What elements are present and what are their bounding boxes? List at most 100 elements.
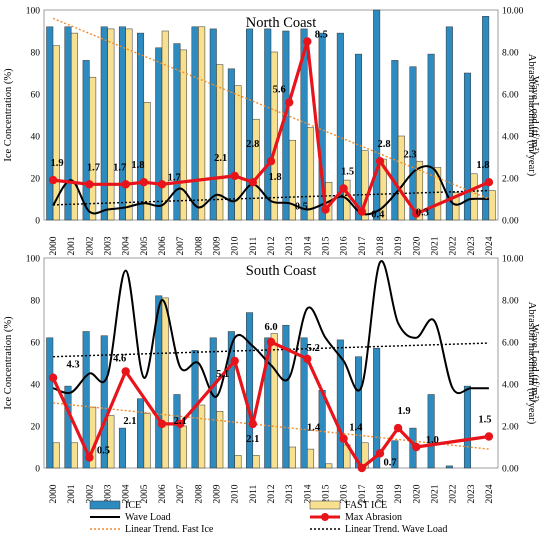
abrasion-value-label: 1.8 — [268, 172, 281, 183]
x-tick-label: 2001 — [67, 484, 77, 503]
abrasion-value-label: 1.7 — [113, 162, 126, 173]
x-tick-label: 2002 — [85, 484, 95, 503]
max-abrasion-point-2018 — [375, 449, 385, 458]
ice-bar-2022 — [445, 465, 453, 469]
abrasion-value-label: 1.0 — [426, 435, 439, 446]
left-tick-label: 80 — [31, 297, 41, 307]
fast-ice-bar-2009 — [216, 411, 224, 469]
wave-load-trend-line — [53, 342, 489, 358]
max-abrasion-point-2006 — [157, 180, 167, 189]
max-abrasion-point-2010 — [230, 356, 239, 366]
abrasion-value-label: 0.7 — [383, 457, 396, 468]
fast-ice-trend-line — [52, 17, 490, 200]
x-tick-label: 2016 — [340, 484, 350, 503]
x-tick-label: 2015 — [321, 236, 331, 255]
abrasion-value-label: 5.6 — [273, 84, 286, 95]
x-tick-label: 2010 — [231, 484, 241, 503]
ice-bar-2021 — [427, 394, 435, 469]
max-abrasion-point-2013 — [285, 98, 294, 107]
right-tick-label: 4.00 — [502, 133, 519, 143]
ice-bar-2007 — [173, 394, 181, 469]
x-tick-label: 2011 — [249, 484, 259, 503]
legend-label: Linear Trend. Fast Ice — [125, 524, 214, 535]
max-abrasion-point-2011 — [248, 419, 257, 429]
right-tick-label: 0.00 — [502, 217, 519, 227]
fast-ice-bar-2020 — [416, 160, 424, 221]
max-abrasion-point-2012 — [266, 157, 276, 166]
fast-ice-bar-2010 — [234, 455, 242, 469]
abrasion-value-label: 1.5 — [341, 167, 354, 178]
x-tick-label: 2012 — [267, 484, 277, 503]
max-abrasion-point-2002 — [85, 453, 94, 462]
legend-label: Wave Load — [125, 512, 171, 523]
ice-bar-2006 — [155, 47, 163, 221]
ice-bar-2014 — [300, 337, 308, 469]
fast-ice-bar-2004 — [125, 28, 133, 221]
fast-ice-bar-2017 — [361, 150, 369, 221]
legend-label: Max Abrasion — [345, 512, 402, 523]
max-abrasion-point-2012 — [266, 337, 276, 347]
abrasion-value-label: 0.5 — [295, 202, 308, 213]
left-tick-label: 0 — [35, 465, 40, 475]
max-abrasion-point-2002 — [85, 180, 94, 189]
ice-bar-2008 — [191, 26, 199, 221]
ice-bar-2019 — [391, 440, 399, 469]
fast-ice-bar-2007 — [179, 49, 187, 221]
y-axis-label-right-bottom: Abrasion maximum (m/year) — [526, 302, 537, 425]
max-abrasion-point-2024 — [484, 178, 494, 187]
fast-ice-bar-2003 — [107, 28, 115, 221]
abrasion-value-label: 1.7 — [87, 162, 100, 173]
x-tick-label: 2013 — [285, 484, 295, 503]
left-tick-label: 60 — [31, 339, 41, 349]
x-tick-label: 2014 — [303, 236, 313, 255]
abrasion-value-label: 2.1 — [246, 434, 259, 445]
x-tick-label: 2005 — [140, 236, 150, 255]
abrasion-value-label: 1.9 — [398, 406, 411, 417]
y-axis-label-left: Ice Concentration (%) — [3, 68, 14, 162]
ice-bar-2016 — [336, 32, 344, 221]
fast-ice-bar-2001 — [70, 32, 78, 221]
fast-ice-bar-2000 — [52, 45, 60, 221]
abrasion-value-label: 1.9 — [51, 158, 64, 169]
ice-bar-2011 — [246, 28, 254, 221]
right-tick-label: 4.00 — [502, 381, 519, 391]
fast-ice-bar-2007 — [179, 425, 187, 469]
fast-ice-bar-2015 — [325, 463, 333, 469]
fast-ice-bar-2005 — [143, 102, 151, 221]
x-tick-label: 2005 — [140, 484, 150, 503]
fast-ice-bar-2014 — [307, 448, 315, 469]
x-tick-label: 2022 — [449, 236, 459, 255]
x-tick-label: 2007 — [176, 236, 186, 255]
x-tick-label: 2000 — [49, 236, 59, 255]
max-abrasion-point-2018 — [375, 157, 385, 166]
abrasion-value-label: 4.3 — [67, 360, 80, 371]
ice-bar-2015 — [318, 32, 326, 221]
x-tick-label: 2019 — [394, 236, 404, 255]
fast-ice-bar-2013 — [288, 139, 296, 221]
x-tick-label: 2004 — [122, 484, 132, 503]
x-tick-label: 2002 — [85, 236, 95, 255]
ice-bar-2023 — [463, 72, 471, 221]
max-abrasion-point-2017 — [357, 207, 366, 216]
fast-ice-bar-2012 — [270, 333, 278, 469]
ice-bar-2009 — [209, 28, 217, 221]
x-tick-label: 2003 — [104, 236, 114, 255]
max-abrasion-point-2020 — [412, 209, 421, 218]
x-tick-label: 2000 — [49, 484, 59, 503]
max-abrasion-point-2010 — [230, 171, 239, 181]
fast-ice-bar-2010 — [234, 85, 242, 221]
wave-load-line — [52, 260, 489, 398]
max-abrasion-point-2011 — [248, 178, 257, 187]
ice-bar-2012 — [264, 28, 272, 221]
fast-ice-bar-2006 — [161, 297, 169, 469]
chart-title: South Coast — [246, 263, 317, 279]
max-abrasion-point-2019 — [393, 423, 403, 433]
ice-bar-2005 — [137, 398, 145, 469]
fast-ice-bar-2022 — [452, 192, 460, 221]
left-tick-label: 0 — [35, 217, 40, 227]
max-abrasion-point-2020 — [412, 442, 421, 452]
south-coast-chart: 4.3 0.5 4.6 2.1 2.1 5.1 2.1 6.0 5.2 1.4 1.4 0.7 1.9 1… — [3, 255, 540, 504]
abrasion-value-label: 2.1 — [214, 153, 227, 164]
abrasion-value-label: 5.1 — [216, 369, 229, 380]
